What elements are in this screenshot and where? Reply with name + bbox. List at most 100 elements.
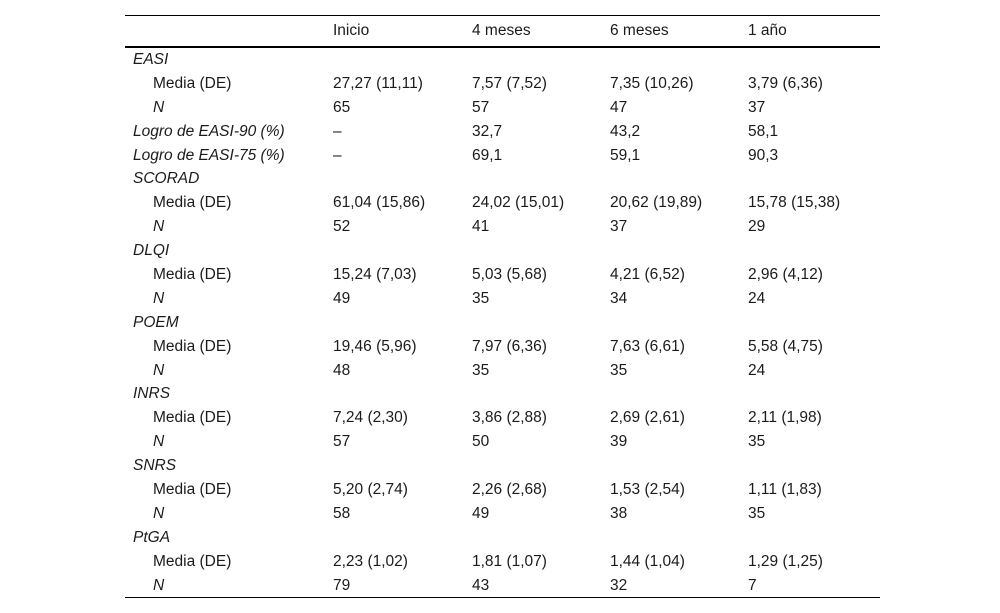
value-cell: 47 (610, 98, 628, 116)
value-cell: – (333, 146, 342, 164)
value-cell: 2,69 (2,61) (610, 409, 685, 427)
value-cell: 7 (748, 576, 757, 594)
value-cell: 2,26 (2,68) (472, 480, 547, 498)
table-row: N 52 41 37 29 (125, 215, 880, 239)
row-label: Media (DE) (153, 74, 232, 92)
value-cell: 5,03 (5,68) (472, 265, 547, 283)
table-row: Media (DE) 19,46 (5,96) 7,97 (6,36) 7,63 (6… (125, 335, 880, 359)
value-cell: 65 (333, 98, 351, 116)
value-cell: 49 (472, 504, 490, 522)
value-cell: 3,86 (2,88) (472, 409, 547, 427)
row-label: N (153, 361, 165, 379)
value-cell: 19,46 (5,96) (333, 337, 417, 355)
value-cell: 43 (472, 576, 490, 594)
value-cell: 58 (333, 504, 351, 522)
row-label: Logro de EASI-90 (%) (133, 122, 285, 140)
row-label: SNRS (133, 457, 177, 475)
value-cell: 20,62 (19,89) (610, 194, 703, 212)
row-label: N (153, 576, 165, 594)
value-cell: 49 (333, 289, 351, 307)
row-label: SCORAD (133, 170, 200, 188)
value-cell: 15,78 (15,38) (748, 194, 841, 212)
table-row: N 48 35 35 24 (125, 359, 880, 383)
value-cell: 7,24 (2,30) (333, 409, 408, 427)
outcomes-table: Inicio 4 meses 6 meses 1 año EASI Media (DE)… (125, 15, 880, 599)
column-header: 4 meses (472, 22, 531, 39)
value-cell: 3,79 (6,36) (748, 74, 823, 92)
value-cell: 5,20 (2,74) (333, 480, 408, 498)
value-cell: 15,24 (7,03) (333, 265, 417, 283)
row-label: Media (DE) (153, 409, 232, 427)
row-label: Media (DE) (153, 337, 232, 355)
table-row: Logro de EASI-75 (%) – 69,1 59,1 90,3 (125, 144, 880, 168)
value-cell: 1,11 (1,83) (748, 480, 822, 498)
value-cell: 7,63 (6,61) (610, 337, 685, 355)
value-cell: 57 (472, 98, 490, 116)
value-cell: 1,81 (1,07) (472, 552, 547, 570)
table-row: Media (DE) 5,20 (2,74) 2,26 (2,68) 1,53 (2,… (125, 478, 880, 502)
value-cell: 41 (472, 218, 490, 236)
value-cell: 2,96 (4,12) (748, 265, 823, 283)
table-row: Media (DE) 27,27 (11,11) 7,57 (7,52) 7,35 (… (125, 72, 880, 96)
row-label: Media (DE) (153, 480, 232, 498)
table-row: PtGA (125, 526, 880, 550)
value-cell: 35 (472, 361, 490, 379)
value-cell: 43,2 (610, 122, 641, 140)
value-cell: 50 (472, 433, 490, 451)
value-cell: 37 (610, 218, 628, 236)
table-row: INRS (125, 382, 880, 406)
value-cell: 24 (748, 361, 766, 379)
value-cell: 35 (748, 433, 766, 451)
value-cell: 5,58 (4,75) (748, 337, 823, 355)
value-cell: 27,27 (11,11) (333, 74, 423, 92)
row-label: POEM (133, 313, 179, 331)
table-row: N 58 49 38 35 (125, 502, 880, 526)
table-row: Media (DE) 7,24 (2,30) 3,86 (2,88) 2,69 (2,… (125, 406, 880, 430)
table-row: EASI (125, 48, 880, 72)
value-cell: 35 (748, 504, 766, 522)
row-label: N (153, 504, 165, 522)
table-row: SNRS (125, 454, 880, 478)
table-row: N 57 50 39 35 (125, 430, 880, 454)
table-row: Media (DE) 2,23 (1,02) 1,81 (1,07) 1,44 (1,… (125, 550, 880, 574)
value-cell: 2,23 (1,02) (333, 552, 408, 570)
row-label: N (153, 289, 165, 307)
value-cell: 90,3 (748, 146, 779, 164)
row-label: Media (DE) (153, 194, 232, 212)
table-row: Logro de EASI-90 (%) – 32,7 43,2 58,1 (125, 120, 880, 144)
row-label: Logro de EASI-75 (%) (133, 146, 285, 164)
value-cell: 39 (610, 433, 628, 451)
value-cell: 48 (333, 361, 351, 379)
value-cell: 2,11 (1,98) (748, 409, 822, 427)
table-row: N 49 35 34 24 (125, 287, 880, 311)
value-cell: 69,1 (472, 146, 503, 164)
value-cell: 7,57 (7,52) (472, 74, 547, 92)
value-cell: 59,1 (610, 146, 641, 164)
row-label: Media (DE) (153, 265, 232, 283)
row-label: N (153, 218, 165, 236)
value-cell: 57 (333, 433, 351, 451)
table-row: Media (DE) 15,24 (7,03) 5,03 (5,68) 4,21 (6… (125, 263, 880, 287)
value-cell: 24 (748, 289, 766, 307)
value-cell: 4,21 (6,52) (610, 265, 685, 283)
value-cell: 34 (610, 289, 628, 307)
row-label: PtGA (133, 528, 171, 546)
value-cell: 35 (472, 289, 490, 307)
value-cell: 24,02 (15,01) (472, 194, 565, 212)
value-cell: 7,97 (6,36) (472, 337, 547, 355)
table-row: POEM (125, 311, 880, 335)
table-row: DLQI (125, 239, 880, 263)
value-cell: 79 (333, 576, 351, 594)
column-header: Inicio (333, 22, 370, 39)
value-cell: 37 (748, 98, 766, 116)
value-cell: 32 (610, 576, 628, 594)
table-body: EASI Media (DE) 27,27 (11,11) 7,57 (7,52) 7,… (125, 48, 880, 597)
value-cell: 7,35 (10,26) (610, 74, 694, 92)
row-label: DLQI (133, 242, 170, 260)
row-label: INRS (133, 385, 171, 403)
row-label: EASI (133, 50, 169, 68)
value-cell: 32,7 (472, 122, 503, 140)
row-label: Media (DE) (153, 552, 232, 570)
value-cell: 38 (610, 504, 628, 522)
value-cell: 61,04 (15,86) (333, 194, 426, 212)
